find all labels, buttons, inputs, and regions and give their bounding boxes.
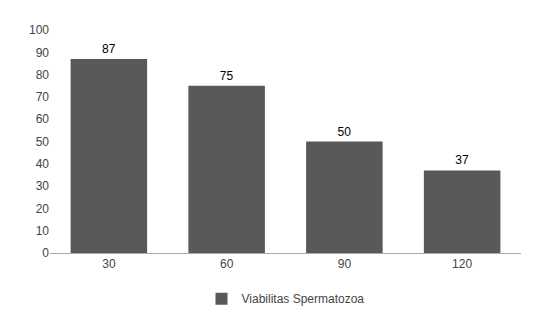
svg-text:30: 30 <box>36 179 50 193</box>
svg-text:90: 90 <box>36 46 50 60</box>
svg-text:90: 90 <box>338 257 352 271</box>
svg-text:75: 75 <box>220 69 234 83</box>
svg-text:87: 87 <box>102 42 116 56</box>
svg-text:10: 10 <box>36 224 50 238</box>
svg-text:80: 80 <box>36 68 50 82</box>
svg-text:70: 70 <box>36 90 50 104</box>
svg-text:0: 0 <box>42 246 49 260</box>
svg-text:Viabilitas Spermatozoa: Viabilitas Spermatozoa <box>242 292 365 306</box>
svg-text:37: 37 <box>455 153 469 167</box>
svg-text:120: 120 <box>452 257 472 271</box>
svg-text:50: 50 <box>338 125 352 139</box>
svg-text:60: 60 <box>36 112 50 126</box>
svg-text:20: 20 <box>36 202 50 216</box>
svg-text:50: 50 <box>36 135 50 149</box>
svg-text:40: 40 <box>36 157 50 171</box>
svg-text:30: 30 <box>102 257 116 271</box>
svg-text:100: 100 <box>29 23 49 37</box>
svg-text:60: 60 <box>220 257 234 271</box>
